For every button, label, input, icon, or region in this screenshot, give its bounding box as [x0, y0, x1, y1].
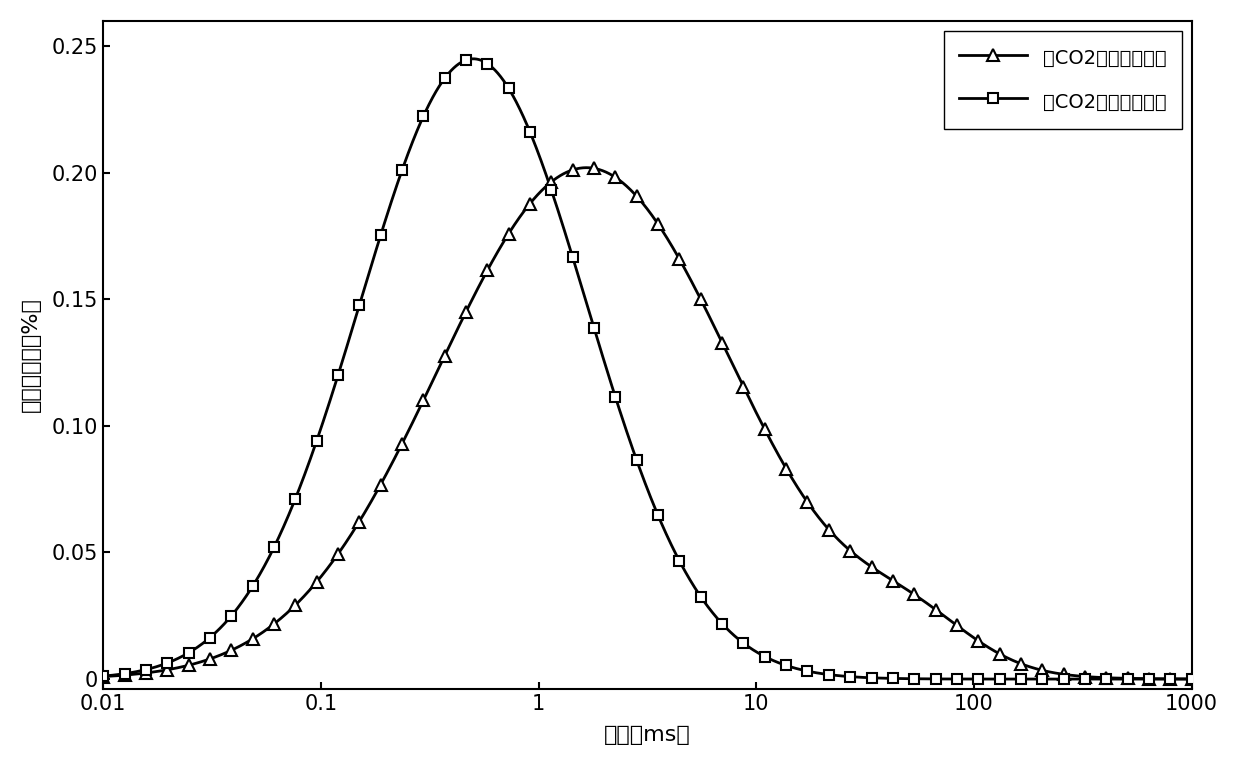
Y-axis label: 孔隙度分量（%）: 孔隙度分量（%） [21, 297, 41, 412]
X-axis label: 时间（ms）: 时间（ms） [605, 725, 691, 745]
Legend: 注CO2前（离心前）, 注CO2后（离心前）: 注CO2前（离心前）, 注CO2后（离心前） [944, 31, 1182, 129]
